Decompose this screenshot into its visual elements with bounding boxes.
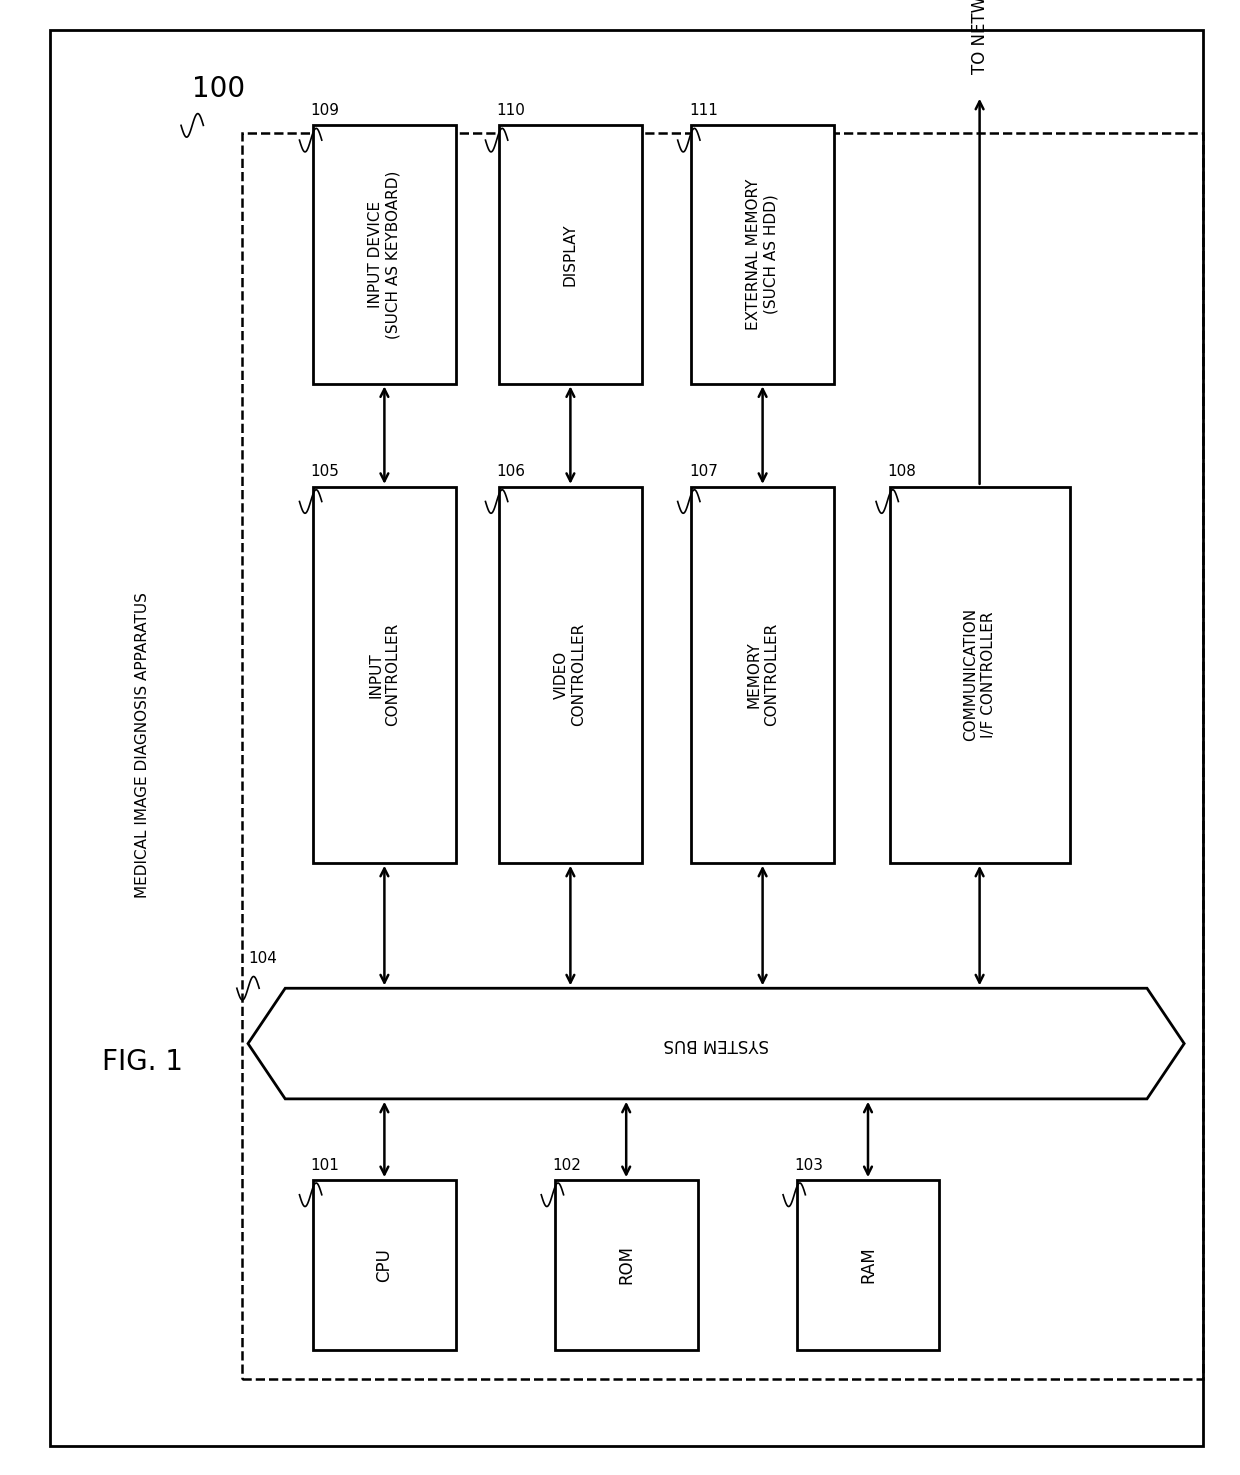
Bar	[498, 125, 642, 384]
Text: EXTERNAL MEMORY
(SUCH AS HDD): EXTERNAL MEMORY (SUCH AS HDD)	[746, 178, 779, 330]
Text: DISPLAY: DISPLAY	[563, 223, 578, 286]
Text: 108: 108	[888, 465, 916, 479]
Text: 111: 111	[689, 103, 718, 118]
Text: TO NETWORK: TO NETWORK	[971, 0, 988, 74]
Bar	[312, 487, 456, 863]
Text: 103: 103	[794, 1158, 823, 1173]
Text: INPUT
CONTROLLER: INPUT CONTROLLER	[368, 622, 401, 726]
Text: COMMUNICATION
I/F CONTROLLER: COMMUNICATION I/F CONTROLLER	[963, 608, 996, 742]
Text: VIDEO
CONTROLLER: VIDEO CONTROLLER	[554, 622, 587, 726]
Bar	[498, 487, 642, 863]
Text: 102: 102	[552, 1158, 582, 1173]
Bar	[312, 1180, 456, 1350]
Bar	[312, 125, 456, 384]
Bar	[692, 487, 833, 863]
Bar	[692, 125, 833, 384]
Text: CPU: CPU	[376, 1248, 393, 1282]
Bar	[890, 487, 1069, 863]
Text: 101: 101	[310, 1158, 340, 1173]
Text: 107: 107	[689, 465, 718, 479]
Text: RAM: RAM	[859, 1246, 877, 1283]
Bar	[242, 133, 1203, 1379]
Bar	[796, 1180, 940, 1350]
Text: MEDICAL IMAGE DIAGNOSIS APPARATUS: MEDICAL IMAGE DIAGNOSIS APPARATUS	[135, 591, 150, 898]
Text: 109: 109	[310, 103, 340, 118]
Text: 105: 105	[310, 465, 340, 479]
Text: 106: 106	[496, 465, 526, 479]
Text: MEMORY
CONTROLLER: MEMORY CONTROLLER	[746, 622, 779, 726]
Polygon shape	[248, 988, 1184, 1099]
Text: 110: 110	[496, 103, 526, 118]
Text: 100: 100	[192, 75, 246, 103]
Text: FIG. 1: FIG. 1	[102, 1049, 184, 1075]
Bar	[556, 1180, 697, 1350]
Text: ROM: ROM	[618, 1245, 635, 1285]
Text: SYSTEM BUS: SYSTEM BUS	[663, 1034, 769, 1053]
Text: 104: 104	[248, 951, 277, 966]
Text: INPUT DEVICE
(SUCH AS KEYBOARD): INPUT DEVICE (SUCH AS KEYBOARD)	[368, 170, 401, 339]
